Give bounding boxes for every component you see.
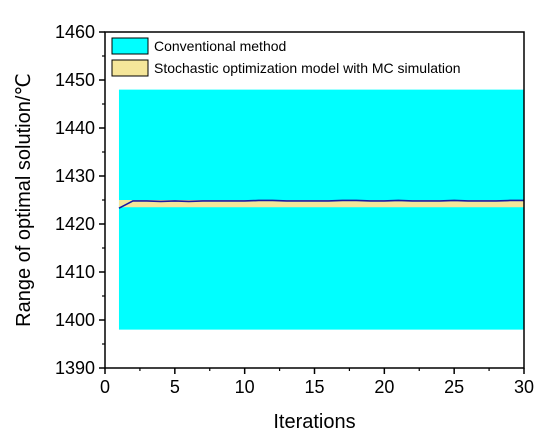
y-tick-label: 1410: [55, 262, 95, 282]
x-tick-label: 0: [100, 377, 110, 397]
legend-label: Conventional method: [154, 38, 286, 54]
y-tick-label: 1450: [55, 70, 95, 90]
bands-layer: [118, 89, 524, 330]
y-tick-label: 1420: [55, 214, 95, 234]
x-tick-label: 20: [374, 377, 394, 397]
y-tick-label: 1440: [55, 118, 95, 138]
band-0: [118, 89, 524, 330]
lines-layer: [118, 199, 524, 209]
band-1: [118, 200, 524, 208]
y-tick-label: 1430: [55, 166, 95, 186]
x-tick-label: 10: [235, 377, 255, 397]
y-tick-label: 1400: [55, 310, 95, 330]
legend: Conventional method Stochastic optimizati…: [111, 37, 461, 77]
y-axis-ticks: 1390 1400 1410 1420 1430 1440 1450 1460: [55, 22, 105, 378]
y-axis-label: Range of optimal solution/℃: [13, 73, 35, 327]
y-tick-label: 1460: [55, 22, 95, 42]
legend-label: Stochastic optimization model with MC si…: [154, 60, 461, 76]
legend-swatch: [111, 37, 149, 55]
legend-swatch: [111, 59, 149, 77]
x-tick-label: 25: [444, 377, 464, 397]
x-tick-label: 30: [514, 377, 534, 397]
y-tick-label: 1390: [55, 358, 95, 378]
x-tick-label: 5: [170, 377, 180, 397]
x-axis-label: Iterations: [273, 411, 355, 433]
series-line-0: [118, 199, 524, 209]
x-axis-ticks: 0 5 10 15 20 25 30: [100, 368, 534, 397]
x-tick-label: 15: [304, 377, 324, 397]
